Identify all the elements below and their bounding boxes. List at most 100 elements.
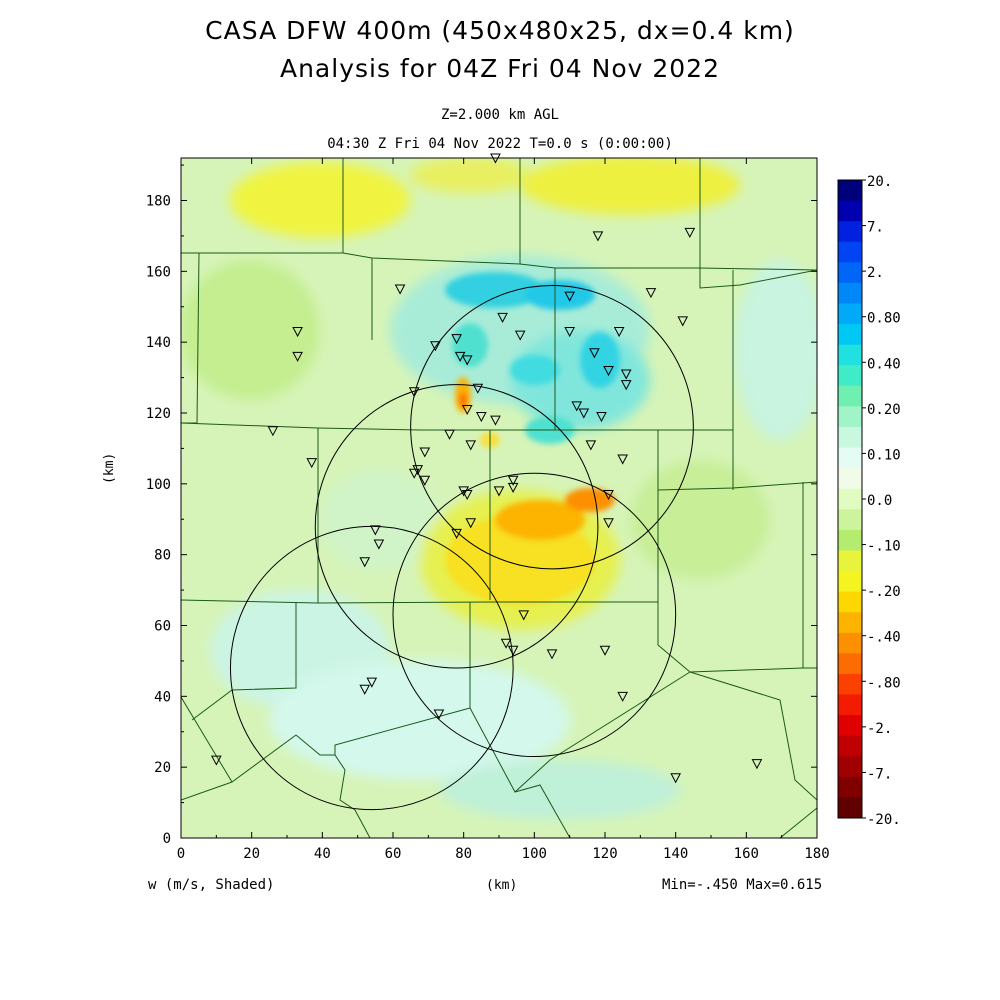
range-ring-2 [314,384,599,669]
colorbar-segment [838,653,862,675]
colorbar-label: -.20 [867,584,901,600]
x-tick-label: 80 [455,846,472,862]
title-line-2: Analysis for 04Z Fri 04 Nov 2022 [279,54,720,83]
station-marker [617,691,628,702]
range-ring-3 [392,472,677,758]
station-marker [451,528,462,539]
y-tick-label: 20 [154,760,171,776]
x-tick-label: 160 [734,846,759,862]
station-marker [507,482,519,493]
colorbar-label: 0.0 [867,493,892,509]
colorbar-segment [838,344,862,366]
colorbar-label: 7. [867,220,884,236]
colorbar-segment [838,591,862,613]
station-marker [454,351,466,362]
station-marker [292,327,303,338]
y-tick-label: 80 [154,548,171,564]
colorbar-segment [838,426,862,449]
colorbar-segment [838,776,862,798]
station-marker [490,415,501,426]
station-marker [451,334,462,345]
x-tick-label: 40 [314,846,331,862]
colorbar-segment [838,241,862,263]
station-marker [433,709,445,720]
colorbar-segment [838,571,862,593]
level-label: Z=2.000 km AGL [440,107,559,123]
colorbar-label: 0.10 [867,447,901,463]
colorbar: 20. 7. 2. 0.80 0.40 0.20 0.10 0.0 -.10 -.20 -.40 -.… [837,174,901,828]
station-marker [546,649,558,660]
station-markers [211,153,763,784]
station-marker [408,387,420,398]
station-marker [472,383,484,394]
colorbar-label: 2. [867,265,884,281]
colorbar-segment [838,797,862,819]
colorbar-segment [838,612,862,634]
x-tick-label: 20 [243,846,260,862]
station-marker [292,351,303,362]
title-line-1: CASA DFW 400m (450x480x25, dx=0.4 km) [205,16,795,45]
y-tick-label: 140 [146,335,171,351]
radar-range-rings [229,285,694,811]
x-tick-label: 100 [522,846,547,862]
station-marker [461,404,473,416]
station-marker [677,316,689,327]
station-marker [497,312,508,323]
colorbar-segment [838,468,862,490]
station-marker [306,458,318,469]
variable-label: w (m/s, Shaded) [148,877,275,893]
y-axis-label: (km) [102,452,117,484]
station-marker [461,489,473,501]
station-marker [684,227,696,238]
colorbar-segment [838,550,862,572]
station-marker [500,638,512,649]
station-marker [589,348,600,359]
colorbar-segment [838,509,862,531]
colorbar-segment [838,735,862,757]
station-marker [603,489,614,501]
colorbar-segment [838,529,862,551]
station-marker [613,327,625,338]
colorbar-segment [838,694,862,716]
station-marker [603,366,614,377]
colorbar-segment [838,715,862,737]
colorbar-segment [838,488,862,510]
station-marker [585,440,597,451]
x-tick-label: 180 [804,846,829,862]
station-marker [670,773,681,784]
colorbar-segment [838,303,862,325]
colorbar-segment [838,406,862,428]
station-marker [370,525,381,536]
county-boundaries [181,158,817,838]
colorbar-segment [838,221,862,243]
station-marker [564,291,575,302]
colorbar-segment [838,180,862,202]
colorbar-label: -2. [867,721,892,737]
colorbar-label: 0.40 [867,356,901,372]
station-marker [465,440,477,451]
w-field-shading [181,158,817,838]
colorbar-label: -.10 [867,539,901,555]
station-marker [408,468,420,479]
station-marker [514,330,526,341]
colorbar-label: 20. [867,174,892,190]
station-marker [476,412,487,423]
station-marker [603,518,614,529]
station-marker [620,369,632,380]
colorbar-segment [838,756,862,778]
station-marker [366,677,378,688]
y-tick-label: 60 [154,619,171,635]
colorbar-segment [838,262,862,284]
colorbar-segment [838,673,862,696]
x-tick-label: 140 [663,846,688,862]
station-marker [444,429,455,440]
colorbar-segment [838,282,862,304]
plot-axes: 0 20 40 60 80 100 120 140 160 180 0 20 40 60 80 100 120 1… [146,158,830,862]
station-marker [518,610,530,621]
y-tick-label: 160 [146,264,171,280]
x-tick-label: 0 [177,846,185,862]
colorbar-label: -20. [867,812,901,828]
station-marker [419,447,431,458]
colorbar-segment [838,324,862,346]
x-tick-label: 60 [385,846,402,862]
